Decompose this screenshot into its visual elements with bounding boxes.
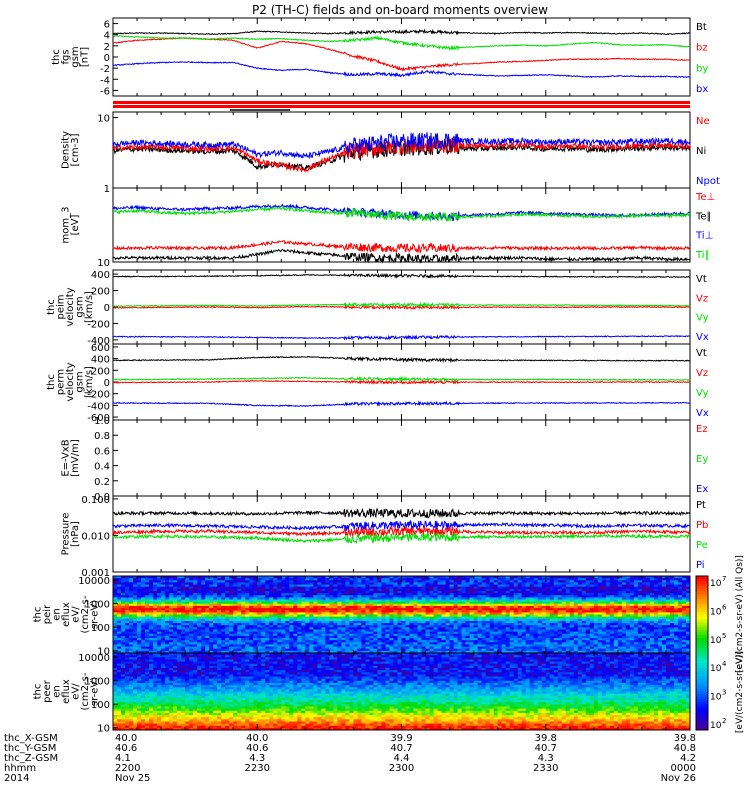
y-tick-label: 0 — [104, 53, 110, 64]
y-tick-label: 1.0 — [94, 416, 110, 427]
legend-entry: Vx — [696, 332, 709, 343]
legend-entry: Vt — [696, 274, 707, 285]
legend-entry: Ez — [696, 424, 708, 435]
panel-temperature — [113, 188, 690, 262]
series-line-Vt — [113, 357, 690, 362]
series-line-bz — [113, 38, 690, 71]
legend-entry: Vy — [696, 388, 709, 399]
y-tick-label: -2 — [100, 64, 110, 75]
panel-perm_velocity — [113, 344, 690, 420]
panel-frame — [113, 188, 690, 262]
y-tick-label: 400 — [91, 270, 110, 281]
series-line-bx — [113, 62, 690, 78]
legend-entry: Vx — [696, 408, 709, 419]
legend-entry: bz — [696, 43, 708, 54]
legend-entry: Ey — [696, 454, 708, 465]
series-line-Vy — [113, 377, 690, 380]
y-tick-label: 0.8 — [94, 431, 110, 442]
y-axis-label: [km/s] — [84, 366, 95, 398]
legend-entry: Bt — [696, 22, 707, 33]
y-axis-label: [nPa] — [70, 521, 81, 547]
y-tick-label: 4 — [104, 31, 110, 42]
series-line-Vx — [113, 402, 690, 406]
series-line-Vz — [113, 380, 690, 383]
panel-frame — [113, 496, 690, 572]
legend-entry: Pi — [696, 560, 705, 571]
y-tick-label: 1 — [104, 184, 110, 195]
legend-entry: Te⊥ — [695, 192, 715, 203]
legend-entry: Vz — [696, 293, 708, 304]
y-tick-label: 0.2 — [94, 477, 110, 488]
panel-density — [113, 112, 690, 188]
series-line-Pe — [113, 533, 690, 543]
y-tick-label: 0.6 — [94, 446, 110, 457]
legend-entry: Pt — [696, 500, 706, 511]
legend-entry: Ex — [696, 484, 708, 495]
panel-efield — [113, 420, 690, 496]
y-tick-label: 6 — [104, 20, 110, 31]
series-line-Pt — [113, 509, 690, 518]
panel-frame — [113, 420, 690, 496]
panel-peim_velocity — [113, 270, 690, 344]
y-tick-label: -400 — [87, 401, 110, 412]
panel-frame — [113, 18, 690, 96]
y-tick-label: 0 — [104, 378, 110, 389]
legend-entry: by — [696, 63, 708, 74]
legend-entry: Npot — [696, 176, 720, 187]
y-tick-label: 10 — [97, 258, 110, 269]
y-tick-label: 600 — [91, 343, 110, 354]
y-axis-label: [km/s] — [84, 291, 95, 323]
series-line-Vt — [113, 274, 690, 277]
legend-entry: Ne — [696, 116, 710, 127]
series-line-Bt — [113, 30, 690, 34]
legend-entry: Pe — [696, 540, 708, 551]
y-tick-label: -4 — [100, 75, 110, 86]
y-axis-label: [mV/m] — [70, 439, 81, 477]
y-tick-label: 10 — [97, 114, 110, 125]
legend-entry: Te∥ — [695, 211, 712, 222]
y-tick-label: 0 — [104, 303, 110, 314]
legend-entry: Vz — [696, 368, 708, 379]
legend-entry: Pb — [696, 520, 708, 531]
y-tick-label: 0.100 — [81, 495, 110, 506]
series-line-Vy — [113, 303, 690, 306]
y-tick-label: -6 — [100, 86, 110, 97]
legend-entry: Vy — [696, 313, 709, 324]
y-tick-label: 400 — [91, 355, 110, 366]
y-tick-label: 0.010 — [81, 531, 110, 542]
panel-pressure — [113, 496, 690, 572]
series-line-Te⊥ — [113, 241, 690, 253]
legend-entry: Vt — [696, 348, 707, 359]
y-axis-label: [nT] — [79, 47, 90, 67]
panel-peir_eflux — [113, 576, 690, 653]
y-axis-label: [cm-3] — [70, 133, 81, 166]
y-tick-label: 2 — [104, 42, 110, 53]
legend-entry: bx — [696, 84, 708, 95]
legend-entry: Ti⊥ — [695, 231, 713, 242]
legend-entry: Ni — [696, 146, 706, 157]
y-axis-label: [eV] — [70, 215, 81, 236]
panel-fgs — [113, 18, 690, 96]
series-line-by — [113, 35, 690, 49]
plot-title: P2 (TH-C) fields and on-board moments ov… — [252, 3, 548, 17]
series-line-Te∥ — [113, 249, 690, 262]
series-line-Ti⊥ — [113, 205, 690, 221]
y-tick-label: 0.4 — [94, 462, 110, 473]
legend-entry: Ti∥ — [695, 250, 710, 261]
series-line-Vz — [113, 306, 690, 309]
